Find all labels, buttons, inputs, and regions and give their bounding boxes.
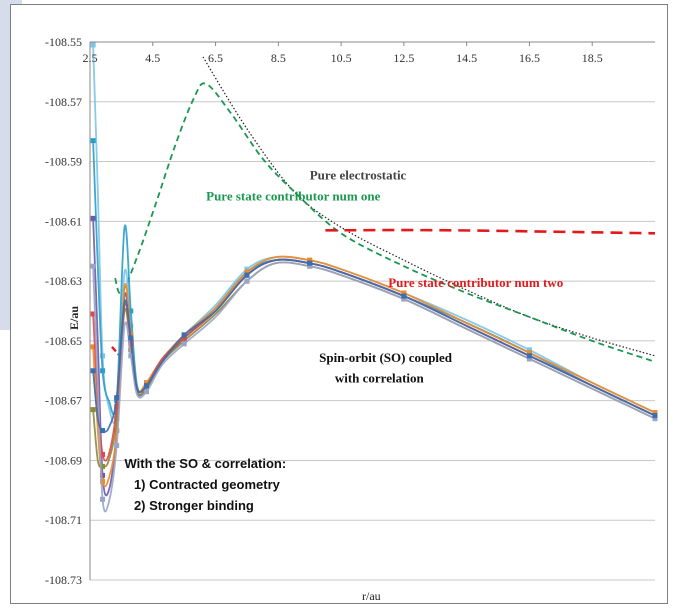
series-line-7 xyxy=(92,261,656,513)
series-point xyxy=(128,308,134,314)
series-point xyxy=(100,463,106,469)
series-point xyxy=(144,380,149,386)
series-point xyxy=(652,410,658,416)
annotation-4: Spin-orbit (SO) coupled xyxy=(319,350,453,365)
series-point xyxy=(114,395,120,401)
series-point xyxy=(100,451,106,457)
series-point xyxy=(144,389,149,395)
series-point xyxy=(90,344,96,350)
annotation-3: Pure state contributor num two xyxy=(388,275,563,290)
series-point xyxy=(90,311,96,317)
series-point xyxy=(244,278,250,284)
x-tick-label: 12.5 xyxy=(393,51,414,65)
y-tick-label: -108.61 xyxy=(45,214,82,228)
series-point xyxy=(181,332,187,338)
series-point xyxy=(401,296,407,302)
data-series xyxy=(90,42,658,513)
series-point xyxy=(401,293,407,299)
series-point xyxy=(144,383,149,389)
annotation-2: Pure state contributor num one xyxy=(206,188,381,203)
reference-curve-3 xyxy=(325,228,656,235)
series-point xyxy=(90,42,96,48)
series-point xyxy=(144,386,149,392)
y-tick-label: -108.55 xyxy=(45,35,82,49)
x-tick-label: 10.5 xyxy=(331,51,352,65)
series-point xyxy=(526,353,532,359)
x-tick-label: 8.5 xyxy=(271,51,286,65)
y-tick-labels: -108.55 -108.57 -108.59 -108.61 -108.63 -108.… xyxy=(45,35,82,587)
series-point xyxy=(307,263,313,269)
y-tick-label: -108.67 xyxy=(45,394,82,408)
note-block: With the SO & correlation: 1) Contracted … xyxy=(125,456,287,513)
x-tick-label: 14.5 xyxy=(456,51,477,65)
series-point xyxy=(90,407,96,413)
series-point xyxy=(128,335,134,341)
x-axis-label: r/au xyxy=(362,589,381,603)
chart-frame xyxy=(10,4,668,604)
x-tick-label: 4.5 xyxy=(145,51,160,65)
series-point xyxy=(244,269,250,275)
series-point xyxy=(100,428,106,434)
series-point xyxy=(307,257,313,263)
x-tick-label: 2.5 xyxy=(83,51,98,65)
y-tick-label: -108.59 xyxy=(45,155,82,169)
series-point xyxy=(652,413,658,419)
series-point xyxy=(526,350,532,356)
reference-curve-1 xyxy=(202,56,656,357)
series-point xyxy=(100,478,106,484)
y-tick-label: -108.57 xyxy=(45,95,82,109)
series-point xyxy=(114,428,120,434)
y-tick-label: -108.65 xyxy=(45,334,82,348)
series-point xyxy=(100,496,106,502)
series-point xyxy=(128,353,134,359)
series-point xyxy=(100,353,106,359)
annotation-1: Pure electrostatic xyxy=(310,167,407,182)
y-tick-label: -108.69 xyxy=(45,453,82,467)
annotation-5: with correlation xyxy=(335,371,425,386)
series-point xyxy=(114,443,120,448)
series-point xyxy=(90,215,96,221)
series-point xyxy=(90,368,96,374)
series-point xyxy=(652,416,658,422)
series-point xyxy=(100,368,106,374)
series-point xyxy=(181,338,187,344)
reference-curves xyxy=(111,56,656,363)
series-point xyxy=(90,138,96,144)
x-tick-label: 18.5 xyxy=(582,51,603,65)
series-point xyxy=(244,266,250,272)
series-point xyxy=(307,260,313,266)
annotations: Pure electrostatic Pure state contributor… xyxy=(206,167,563,385)
x-tick-label: 6.5 xyxy=(208,51,223,65)
y-tick-label: -108.63 xyxy=(45,274,82,288)
y-tick-label: -108.71 xyxy=(45,513,82,527)
series-point xyxy=(526,356,532,362)
y-tick-label: -108.73 xyxy=(45,573,82,587)
series-point xyxy=(401,290,407,296)
series-point xyxy=(526,347,532,353)
series-point xyxy=(114,416,120,422)
note-line-2: 1) Contracted geometry xyxy=(134,477,281,492)
x-tick-labels: 2.5 4.5 6.5 8.5 10.5 12.5 14.5 16.5 18.5 xyxy=(83,42,603,65)
series-point xyxy=(181,335,187,341)
reference-curve-2 xyxy=(114,82,656,363)
note-line-1: With the SO & correlation: xyxy=(125,456,287,471)
y-axis-label: E/au xyxy=(67,306,81,330)
x-tick-label: 16.5 xyxy=(519,51,540,65)
series-point xyxy=(100,472,106,478)
series-point xyxy=(114,404,120,410)
series-point xyxy=(244,272,250,278)
series-point xyxy=(90,263,96,269)
series-point xyxy=(181,341,187,347)
note-line-3: 2) Stronger binding xyxy=(134,498,254,513)
